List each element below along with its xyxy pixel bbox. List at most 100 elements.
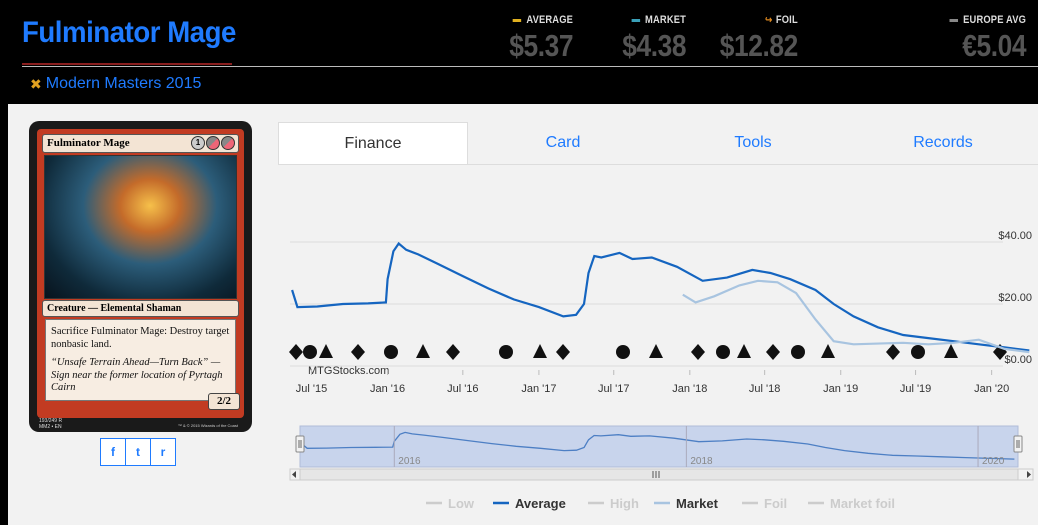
set-symbol-icon <box>716 345 730 359</box>
market-swatch <box>631 18 640 22</box>
x-tick-label: Jul '16 <box>447 383 478 395</box>
scroll-right-icon[interactable] <box>1027 471 1031 478</box>
set-symbol-shape <box>556 344 570 360</box>
legend-item-average[interactable]: Average <box>515 496 566 511</box>
x-tick-label: Jan '18 <box>672 383 707 395</box>
price-market-label: MARKET <box>644 14 686 26</box>
average-swatch <box>512 18 522 22</box>
y-axis-labels: $40.00 $20.00 $0.00 <box>998 230 1032 366</box>
set-symbol-icon <box>303 345 317 359</box>
set-symbol-shape <box>416 344 430 358</box>
main-panel: Fulminator Mage 1 Creature — Elemental S… <box>8 104 1038 525</box>
navigator-handle[interactable] <box>295 435 305 453</box>
set-symbol-icon <box>533 344 547 358</box>
set-symbol-icon <box>691 344 705 360</box>
set-symbol-icon <box>616 345 630 359</box>
card-namebar: Fulminator Mage 1 <box>42 134 239 153</box>
set-symbol-icon <box>649 344 663 358</box>
reddit-icon: r <box>160 445 166 459</box>
reddit-share-button[interactable]: r <box>151 438 176 466</box>
set-symbol-shape <box>351 344 365 360</box>
card-type-line: Creature — Elemental Shaman <box>42 300 239 317</box>
chart-series <box>291 241 1030 354</box>
card-rules-text: Sacrifice Fulminator Mage: Destroy targe… <box>51 326 230 350</box>
set-symbol-icon <box>821 344 835 358</box>
tab-card[interactable]: Card <box>545 134 581 151</box>
legend-item-low[interactable]: Low <box>448 496 475 511</box>
top-header: Fulminator Mage AVERAGE $5.37 MARKET $4.… <box>0 0 1038 67</box>
twitter-share-button[interactable]: t <box>126 438 151 466</box>
set-symbol-icon <box>737 344 751 358</box>
series-market-line <box>682 279 1030 354</box>
price-average-label: AVERAGE <box>526 14 573 26</box>
card-set-code: MM2 • EN <box>39 424 62 430</box>
price-average-value: $5.37 <box>509 28 573 63</box>
set-symbol-shape <box>384 345 398 359</box>
x-tick-label: Jul '19 <box>900 383 931 395</box>
legend-item-foil[interactable]: Foil <box>764 496 787 511</box>
set-link[interactable]: Modern Masters 2015 <box>45 75 202 92</box>
set-symbol-icon <box>384 345 398 359</box>
price-market-value: $4.38 <box>622 28 686 63</box>
set-symbol-shape <box>691 344 705 360</box>
y-tick-label: $20.00 <box>998 292 1032 304</box>
tab-records[interactable]: Records <box>913 134 973 151</box>
set-symbol-icon <box>416 344 430 358</box>
set-symbol-shape <box>533 344 547 358</box>
set-link-row[interactable]: ✖ Modern Masters 2015 <box>30 75 201 93</box>
set-symbol-icon: ✖ <box>30 75 42 92</box>
europe-swatch <box>949 18 958 22</box>
set-symbol-shape <box>446 344 460 360</box>
card-copyright: ™ & © 2015 Wizards of the Coast <box>177 423 238 428</box>
header-divider <box>22 66 1038 67</box>
tab-finance[interactable]: Finance <box>278 122 469 164</box>
series-average-line <box>291 241 1030 352</box>
price-market: MARKET $4.38 <box>611 14 686 64</box>
set-symbol-shape <box>319 344 333 358</box>
set-symbol-shape <box>821 344 835 358</box>
mana-cost: 1 <box>191 136 235 150</box>
set-symbol-shape <box>616 345 630 359</box>
scroll-left-icon[interactable] <box>292 471 296 478</box>
set-symbol-icon <box>911 345 925 359</box>
set-symbol-icon <box>319 344 333 358</box>
x-tick-label: Jan '20 <box>974 383 1009 395</box>
price-europe-label: EUROPE AVG <box>962 14 1026 26</box>
x-axis-labels: Jul '15 Jan '16 Jul '16 Jan '17 Jul '17 Jan '… <box>296 370 1009 395</box>
share-buttons: f t r <box>100 438 176 466</box>
facebook-share-button[interactable]: f <box>100 438 126 466</box>
price-chart[interactable]: $40.00$20.00$0.00 MTGStocks.com Jul '15 J… <box>278 170 1038 525</box>
card-collector-number: 193/249 R <box>39 418 63 424</box>
navigator-handle[interactable] <box>1013 435 1023 453</box>
set-symbol-shape <box>499 345 513 359</box>
card-image[interactable]: Fulminator Mage 1 Creature — Elemental S… <box>29 121 252 432</box>
set-symbol-icon <box>944 344 958 358</box>
x-tick-label: Jul '18 <box>749 383 780 395</box>
card-flavor-text: “Unsafe Terrain Ahead—Turn Back” —Sign n… <box>51 357 223 394</box>
twitter-icon: t <box>136 445 140 459</box>
price-europe-value: €5.04 <box>962 28 1026 63</box>
price-foil-label: FOIL <box>776 14 798 26</box>
foil-arrow-icon: ↪ <box>765 14 773 26</box>
price-foil-value: $12.82 <box>719 28 798 63</box>
legend-item-market-foil[interactable]: Market foil <box>830 496 895 511</box>
range-navigator[interactable]: 2016 2018 2020 <box>289 425 1034 481</box>
price-average: AVERAGE $5.37 <box>498 14 573 64</box>
legend-item-high[interactable]: High <box>610 496 639 511</box>
chart-legend: Low Average High Market Foil Market foil <box>426 496 895 511</box>
navigator-tick-label: 2018 <box>690 456 713 467</box>
set-symbol-shape <box>886 344 900 360</box>
tab-tools[interactable]: Tools <box>734 134 772 151</box>
navigator-tick-label: 2016 <box>398 456 421 467</box>
navigator-selection[interactable] <box>299 425 1019 468</box>
set-symbol-icon <box>499 345 513 359</box>
facebook-icon: f <box>111 445 115 459</box>
y-tick-label: $40.00 <box>998 230 1032 242</box>
set-symbol-shape <box>791 345 805 359</box>
x-tick-label: Jul '15 <box>296 383 327 395</box>
card-art <box>44 155 237 299</box>
set-symbol-icon <box>766 344 780 360</box>
set-symbol-shape <box>944 344 958 358</box>
legend-item-market[interactable]: Market <box>676 496 719 511</box>
set-release-markers <box>289 344 1007 360</box>
